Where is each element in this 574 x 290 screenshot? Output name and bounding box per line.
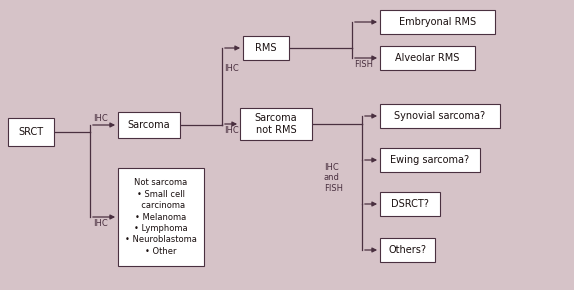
Text: IHC: IHC bbox=[93, 219, 108, 228]
Text: IHC: IHC bbox=[93, 114, 108, 123]
Bar bbox=[240, 108, 312, 140]
Bar bbox=[380, 238, 435, 262]
Bar bbox=[380, 10, 495, 34]
Text: Sarcoma
not RMS: Sarcoma not RMS bbox=[255, 113, 297, 135]
Text: Synovial sarcoma?: Synovial sarcoma? bbox=[394, 111, 486, 121]
Text: FISH: FISH bbox=[354, 60, 373, 69]
Text: Embryonal RMS: Embryonal RMS bbox=[399, 17, 476, 27]
Text: IHC: IHC bbox=[224, 126, 239, 135]
Text: IHC: IHC bbox=[224, 64, 239, 73]
Text: SRCT: SRCT bbox=[18, 127, 44, 137]
Text: Not sarcoma
• Small cell
  carcinoma
• Melanoma
• Lymphoma
• Neuroblastoma
• Oth: Not sarcoma • Small cell carcinoma • Mel… bbox=[125, 178, 197, 256]
Bar bbox=[243, 36, 289, 60]
Bar bbox=[380, 192, 440, 216]
Text: Ewing sarcoma?: Ewing sarcoma? bbox=[390, 155, 470, 165]
Text: Others?: Others? bbox=[389, 245, 426, 255]
Text: Sarcoma: Sarcoma bbox=[127, 120, 170, 130]
Bar bbox=[380, 46, 475, 70]
Text: RMS: RMS bbox=[255, 43, 277, 53]
Bar bbox=[380, 104, 500, 128]
Text: DSRCT?: DSRCT? bbox=[391, 199, 429, 209]
Bar bbox=[118, 168, 204, 266]
Text: IHC
and
FISH: IHC and FISH bbox=[324, 163, 343, 193]
Bar bbox=[380, 148, 480, 172]
Bar bbox=[8, 118, 54, 146]
Bar bbox=[118, 112, 180, 138]
Text: Alveolar RMS: Alveolar RMS bbox=[395, 53, 460, 63]
